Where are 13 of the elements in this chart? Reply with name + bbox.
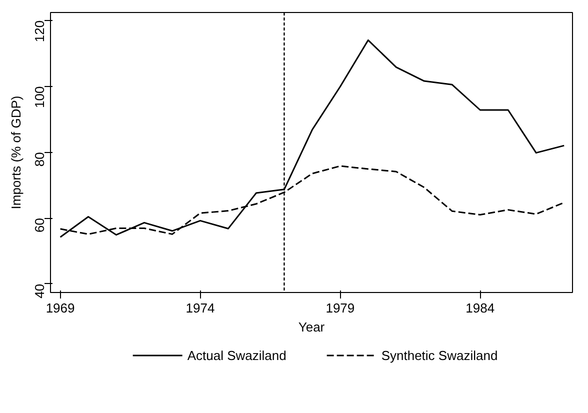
x-tick-label: 1974 — [186, 300, 215, 316]
y-tick-label: 60 — [32, 218, 47, 233]
x-tick-label: 1979 — [326, 300, 355, 316]
y-tick-label: 120 — [32, 20, 47, 42]
x-tick-label: 1984 — [466, 300, 495, 316]
y-tick-label: 100 — [32, 86, 47, 108]
x-tick-label: 1969 — [46, 300, 75, 316]
y-tick-label: 80 — [32, 152, 47, 167]
y-axis-title: Imports (% of GDP) — [8, 96, 24, 210]
legend-label: Actual Swaziland — [187, 348, 286, 362]
x-axis-title: Year — [298, 320, 326, 334]
y-tick-label: 40 — [32, 284, 47, 298]
legend-label: Synthetic Swaziland — [381, 348, 498, 362]
